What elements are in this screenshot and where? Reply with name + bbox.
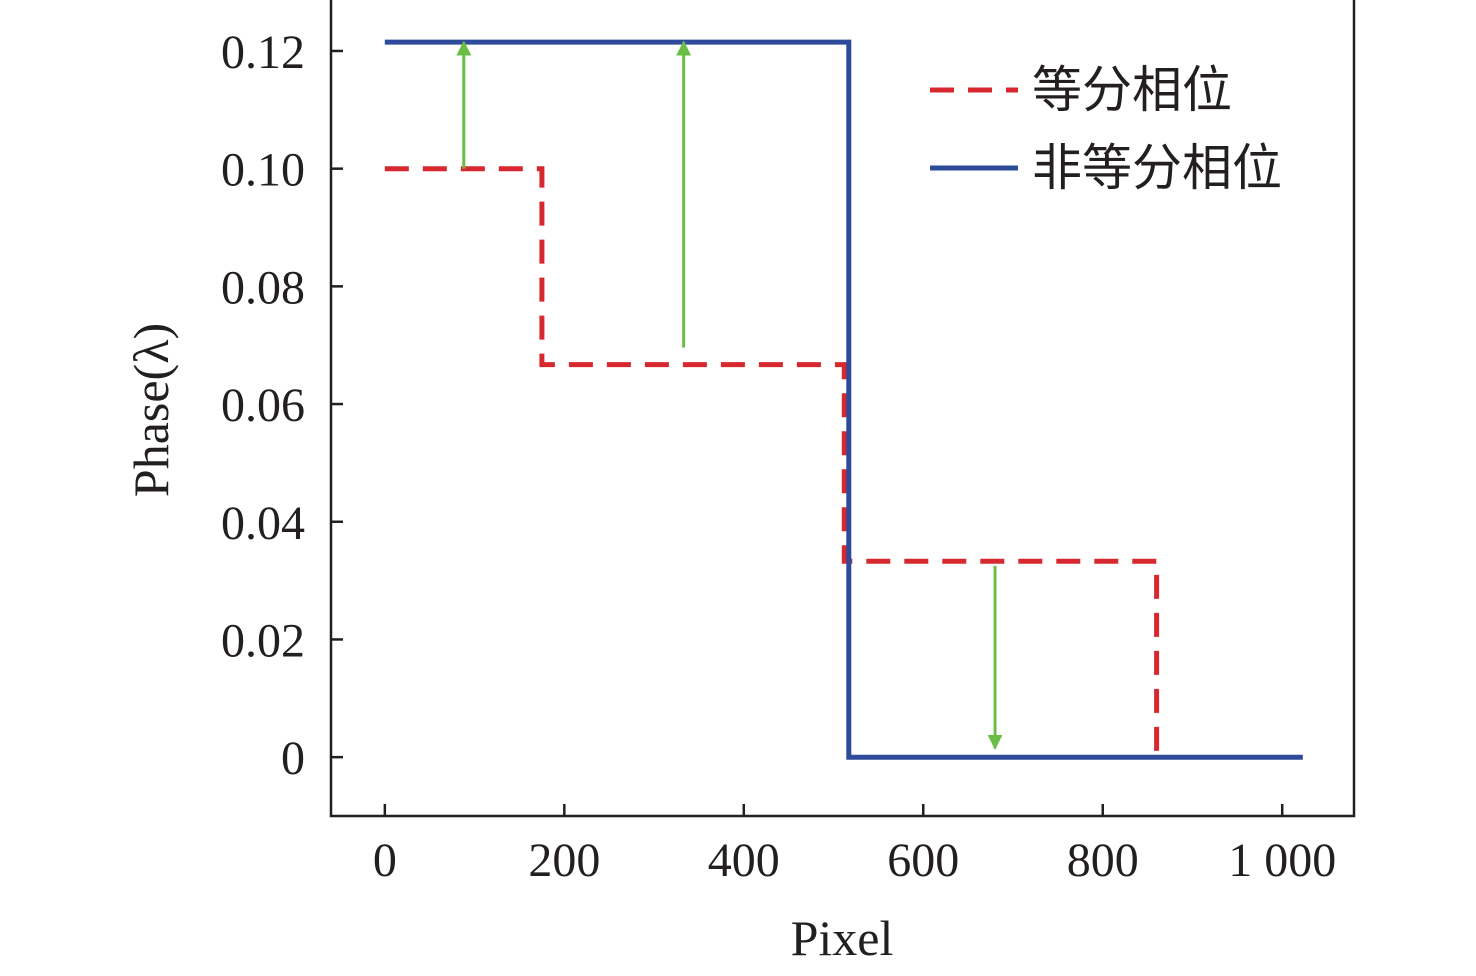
legend: 等分相位 非等分相位 [930,62,1282,196]
y-axis-label: Phase(λ) [123,323,179,497]
series-line-unequal-phase [384,39,1303,760]
legend-label-unequal-phase: 非等分相位 [1032,140,1282,196]
series-layer [384,39,1303,760]
x-tick-label: 1 000 [1228,834,1336,887]
y-tick-label: 0 [281,732,305,785]
annotation-layer [456,40,1003,750]
y-tick-label: 0.04 [221,497,305,550]
ticks-layer: 0 200 400 600 800 1 000 0 0.02 0.04 0.06 0.08 0.10 0… [221,26,1336,887]
y-tick-label: 0.08 [221,261,305,314]
y-tick-label: 0.02 [221,614,305,667]
series-line-equal-phase [384,166,1160,758]
x-tick-label: 200 [528,834,600,887]
x-tick-label: 600 [887,834,959,887]
plot-frame [329,0,1356,818]
y-tick-label: 0.06 [221,379,305,432]
y-tick-label: 0.10 [221,144,305,197]
y-tick-label: 0.12 [221,26,305,79]
x-tick-label: 400 [708,834,780,887]
x-tick-label: 0 [373,834,397,887]
x-tick-label: 800 [1067,834,1139,887]
x-axis-label: Pixel [791,910,894,966]
legend-label-equal-phase: 等分相位 [1032,62,1232,118]
